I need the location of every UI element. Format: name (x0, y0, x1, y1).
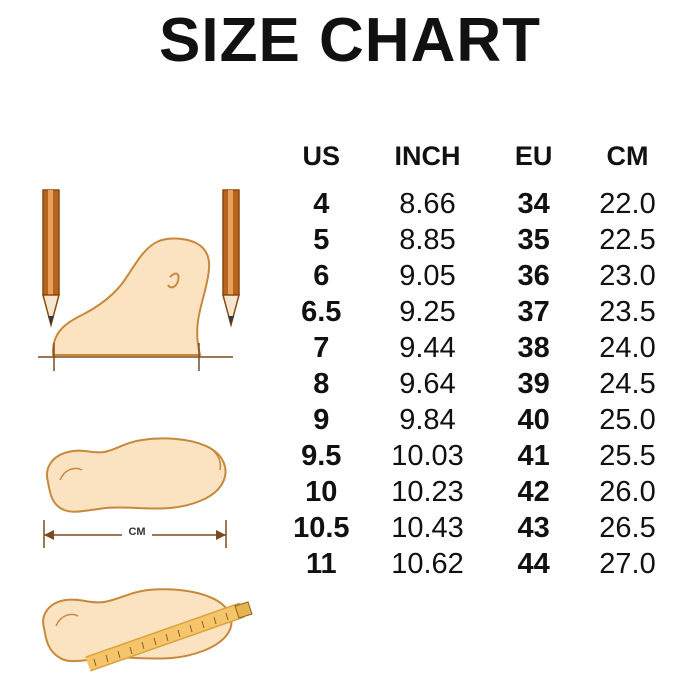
pencil-left-icon (42, 189, 60, 328)
table-row: 11 10.62 44 27.0 (278, 546, 678, 582)
heel-line (59, 467, 83, 481)
pencil-right-icon (222, 189, 240, 328)
cell-us: 10.5 (293, 511, 350, 544)
cell-us: 7 (313, 331, 330, 364)
foot-outline-top (46, 437, 227, 513)
cell-eu: 42 (517, 475, 550, 508)
cell-cm: 22.5 (599, 223, 656, 256)
cell-inch: 9.25 (399, 295, 456, 328)
cell-eu: 43 (517, 511, 550, 544)
table-row: 4 8.66 34 22.0 (278, 186, 678, 222)
cell-us: 10 (305, 475, 338, 508)
cell-cm: 23.0 (599, 259, 656, 292)
cell-cm: 27.0 (599, 547, 656, 580)
cell-eu: 38 (517, 331, 550, 364)
table-row: 5 8.85 35 22.5 (278, 222, 678, 258)
cell-inch: 10.43 (391, 511, 464, 544)
cell-inch: 8.66 (399, 187, 456, 220)
cell-cm: 26.5 (599, 511, 656, 544)
cm-label-backdrop (122, 526, 152, 542)
cell-inch: 8.85 (399, 223, 456, 256)
column-header-us: US (302, 141, 341, 171)
cell-eu: 37 (517, 295, 550, 328)
measuring-tape-icon (85, 601, 253, 672)
cell-inch: 9.64 (399, 367, 456, 400)
cell-eu: 41 (517, 439, 550, 472)
cm-label: CM (128, 526, 146, 538)
foot-tape-illustration (30, 580, 260, 695)
cell-inch: 9.44 (399, 331, 456, 364)
foot-shape (51, 237, 211, 356)
table-row: 10.5 10.43 43 26.5 (278, 510, 678, 546)
cell-eu: 35 (517, 223, 550, 256)
column-header-eu: EU (514, 141, 553, 171)
cell-inch: 10.03 (391, 439, 464, 472)
cell-inch: 10.62 (391, 547, 464, 580)
table-row: 9 9.84 40 25.0 (278, 402, 678, 438)
cell-eu: 40 (517, 403, 550, 436)
heel-line-2 (55, 613, 79, 627)
table-row: 9.5 10.03 41 25.5 (278, 438, 678, 474)
table-row: 7 9.44 38 24.0 (278, 330, 678, 366)
cell-cm: 25.5 (599, 439, 656, 472)
cell-us: 8 (313, 367, 330, 400)
foot-top-view-illustration: CM (30, 420, 250, 570)
cell-eu: 44 (517, 547, 550, 580)
cell-eu: 34 (517, 187, 550, 220)
cell-us: 9.5 (301, 439, 342, 472)
cell-us: 6 (313, 259, 330, 292)
column-header-inch: INCH (394, 141, 461, 171)
cell-eu: 36 (517, 259, 550, 292)
cell-inch: 10.23 (391, 475, 464, 508)
cell-cm: 23.5 (599, 295, 656, 328)
cell-cm: 22.0 (599, 187, 656, 220)
foot-detail-line (167, 272, 180, 289)
cell-us: 11 (305, 547, 337, 580)
table-row: 6 9.05 36 23.0 (278, 258, 678, 294)
table-row: 10 10.23 42 26.0 (278, 474, 678, 510)
arrow-right-icon (216, 530, 226, 540)
foot-side-view-illustration (18, 185, 268, 395)
cell-us: 5 (313, 223, 330, 256)
cell-inch: 9.05 (399, 259, 456, 292)
table-row: 8 9.64 39 24.5 (278, 366, 678, 402)
table-header-row: US INCH EU CM (278, 140, 678, 186)
arrow-left-icon (44, 530, 54, 540)
cell-us: 6.5 (301, 295, 342, 328)
column-header-cm: CM (606, 141, 649, 171)
cell-cm: 24.0 (599, 331, 656, 364)
cell-inch: 9.84 (399, 403, 456, 436)
cell-cm: 26.0 (599, 475, 656, 508)
cell-cm: 24.5 (599, 367, 656, 400)
cell-us: 4 (313, 187, 330, 220)
cell-eu: 39 (517, 367, 550, 400)
cell-us: 9 (313, 403, 330, 436)
toe-line (205, 445, 222, 471)
table-row: 6.5 9.25 37 23.5 (278, 294, 678, 330)
size-chart-table: US INCH EU CM 4 8.66 34 22.0 5 8.85 35 22.5 6 9… (278, 140, 678, 582)
cell-cm: 25.0 (599, 403, 656, 436)
page-title: SIZE CHART (159, 6, 541, 75)
